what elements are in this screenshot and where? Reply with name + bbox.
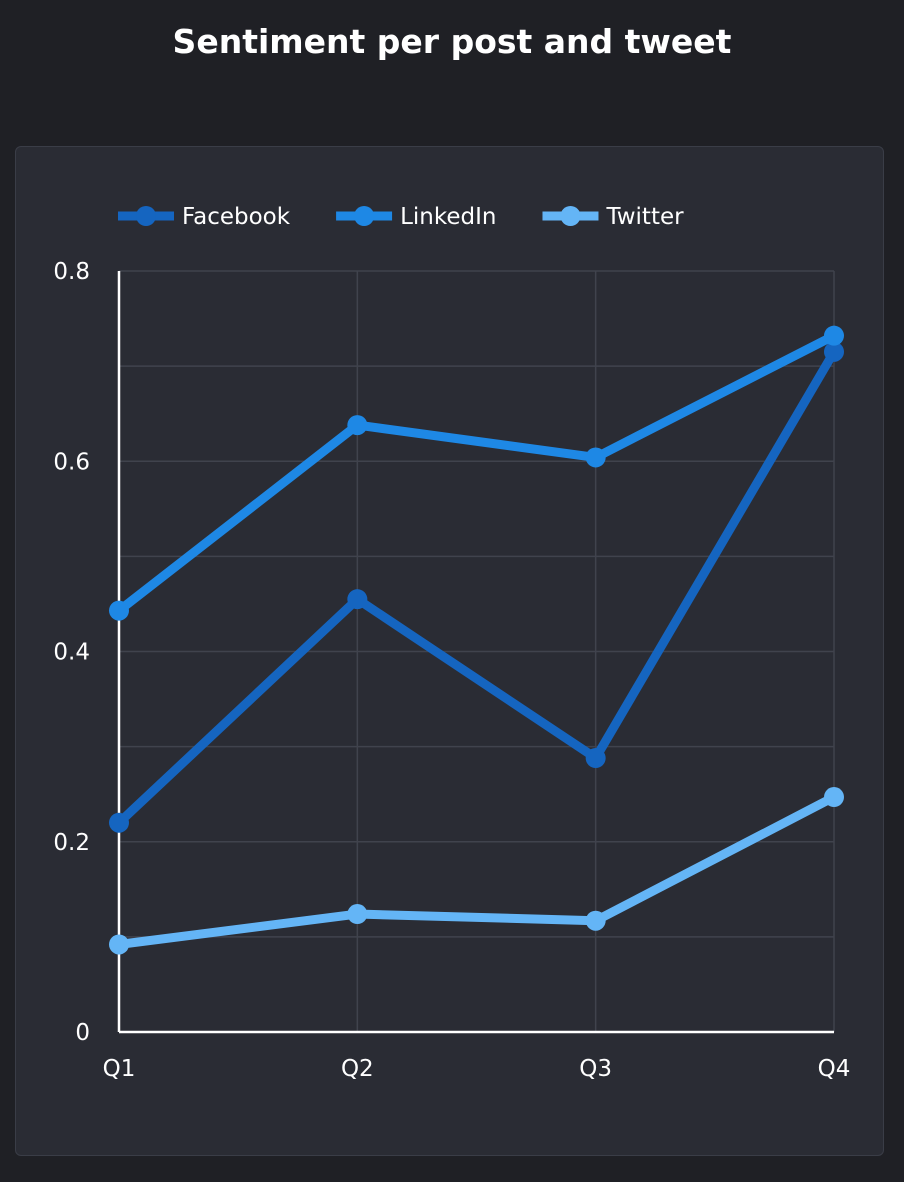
data-point-linkedin[interactable] <box>347 415 368 436</box>
legend-label: Facebook <box>182 204 291 230</box>
x-tick-label: Q1 <box>103 1056 136 1082</box>
y-tick-label: 0.8 <box>53 259 90 285</box>
data-point-twitter[interactable] <box>347 904 368 925</box>
x-tick-label: Q2 <box>341 1056 374 1082</box>
data-point-linkedin[interactable] <box>824 325 844 346</box>
tick-labels: 0 0.2 0.4 0.6 0.8 Q1 Q2 Q3 Q4 <box>53 259 850 1082</box>
data-point-facebook[interactable] <box>585 748 606 769</box>
x-tick-label: Q4 <box>818 1056 851 1082</box>
legend-item-twitter[interactable]: Twitter <box>542 204 684 230</box>
y-tick-label: 0.6 <box>53 449 90 475</box>
chart-title: Sentiment per post and tweet <box>172 22 732 61</box>
legend-swatch-dot <box>354 206 375 226</box>
series-line-twitter <box>114 792 839 949</box>
series-line-facebook <box>114 347 839 828</box>
data-point-facebook[interactable] <box>824 341 844 362</box>
series-line-linkedin <box>114 331 839 616</box>
y-tick-label: 0.2 <box>53 830 90 856</box>
axes <box>117 271 834 1034</box>
y-tick-label: 0.4 <box>53 640 90 666</box>
x-tick-label: Q3 <box>579 1056 612 1082</box>
legend-label: Twitter <box>605 204 684 230</box>
y-tick-label: 0 <box>75 1020 90 1046</box>
legend-item-facebook[interactable]: Facebook <box>118 204 291 230</box>
series-lines <box>109 325 844 955</box>
data-point-twitter[interactable] <box>585 910 606 931</box>
data-point-twitter[interactable] <box>109 934 129 955</box>
legend-item-linkedin[interactable]: LinkedIn <box>336 204 496 230</box>
legend-label: LinkedIn <box>400 204 496 230</box>
legend-swatch-dot <box>560 206 581 226</box>
data-point-facebook[interactable] <box>109 812 129 833</box>
legend-swatch-dot <box>136 206 156 226</box>
data-point-linkedin[interactable] <box>109 600 129 621</box>
legend: Facebook LinkedIn Twitter <box>118 204 684 230</box>
data-point-twitter[interactable] <box>824 787 844 808</box>
data-point-facebook[interactable] <box>347 589 368 610</box>
data-point-linkedin[interactable] <box>585 447 606 468</box>
